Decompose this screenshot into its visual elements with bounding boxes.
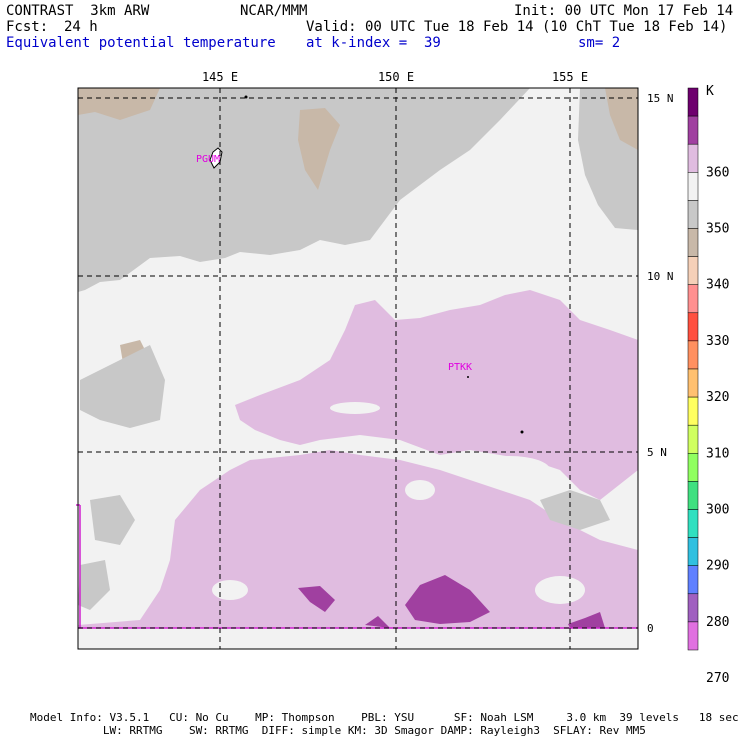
lat-label: 15 N: [647, 92, 674, 105]
colorbar-label: 290: [706, 559, 729, 574]
field-region-360: [235, 290, 638, 500]
colorbar: [687, 87, 699, 651]
colorbar-label: 330: [706, 334, 729, 349]
model-title: CONTRAST 3km ARW: [6, 3, 150, 19]
station-label-pgum: PGUM: [196, 154, 220, 165]
colorbar-label: 310: [706, 446, 729, 461]
field-region-370: [405, 575, 490, 624]
colorbar-swatch: [687, 340, 699, 370]
map-field: [78, 88, 638, 649]
colorbar-label: 320: [706, 390, 729, 405]
colorbar-swatch: [687, 200, 699, 229]
colorbar-swatch: [687, 228, 699, 257]
valid-time: Valid: 00 UTC Tue 18 Feb 14 (10 ChT Tue …: [306, 19, 728, 35]
lat-label: 5 N: [647, 446, 667, 459]
field-region-350: [78, 560, 110, 610]
field-region-350: [80, 345, 165, 428]
lon-label: 150 E: [378, 70, 414, 84]
map-frame: [77, 87, 639, 650]
colorbar-swatch: [687, 87, 699, 117]
lon-label: 155 E: [552, 70, 588, 84]
graticule: [78, 88, 638, 649]
forecast-label: Fcst:: [6, 19, 49, 35]
colorbar-label: 270: [706, 671, 729, 686]
station-label-ptkk: PTKK: [448, 362, 472, 373]
colorbar-swatch: [687, 453, 699, 482]
field-region-340: [298, 108, 340, 190]
forecast-hour: 24 h: [64, 19, 98, 35]
colorbar-swatch: [687, 481, 699, 510]
field-region-340: [605, 88, 638, 150]
colorbar-label: 350: [706, 222, 729, 237]
colorbar-label: 340: [706, 278, 729, 293]
colorbar-swatch: [687, 565, 699, 595]
colorbar-swatch: [687, 172, 699, 201]
colorbar-swatch: [687, 509, 699, 538]
colorbar-swatch: [687, 537, 699, 566]
colorbar-swatch: [687, 256, 699, 285]
lat-label: 10 N: [647, 270, 674, 283]
field-region-350: [90, 495, 135, 545]
field-region-370: [365, 616, 390, 628]
field-name: Equivalent potential temperature: [6, 35, 276, 51]
model-info-line2: LW: RRTMG SW: RRTMG DIFF: simple KM: 3D …: [30, 724, 646, 737]
colorbar-swatch: [687, 396, 699, 426]
field-region-370: [568, 612, 605, 628]
colorbar-swatch: [687, 143, 699, 173]
smoothing-value: sm= 2: [578, 35, 621, 51]
colorbar-swatch: [687, 621, 699, 651]
colorbar-swatch: [687, 312, 699, 342]
colorbar-swatch: [687, 115, 699, 145]
field-region-340: [78, 88, 160, 120]
colorbar-label: 280: [706, 615, 729, 630]
colorbar-label: 360: [706, 165, 729, 180]
lat-label: 0: [647, 622, 654, 635]
field-region-350: [540, 490, 610, 530]
colorbar-swatch: [687, 424, 699, 454]
organization-label: NCAR/MMM: [240, 3, 308, 19]
colorbar-swatch: [687, 368, 699, 398]
colorbar-unit: K: [706, 84, 714, 99]
colorbar-swatch: [687, 284, 699, 314]
init-time: Init: 00 UTC Mon 17 Feb 14: [514, 3, 734, 19]
lon-label: 145 E: [202, 70, 238, 84]
model-info-line1: Model Info: V3.5.1 CU: No Cu MP: Thompso…: [30, 711, 739, 724]
level-index: at k-index = 39: [306, 35, 441, 51]
field-region-350: [78, 88, 530, 292]
colorbar-swatch: [687, 593, 699, 623]
field-region-370: [298, 586, 335, 612]
colorbar-label: 300: [706, 503, 729, 518]
